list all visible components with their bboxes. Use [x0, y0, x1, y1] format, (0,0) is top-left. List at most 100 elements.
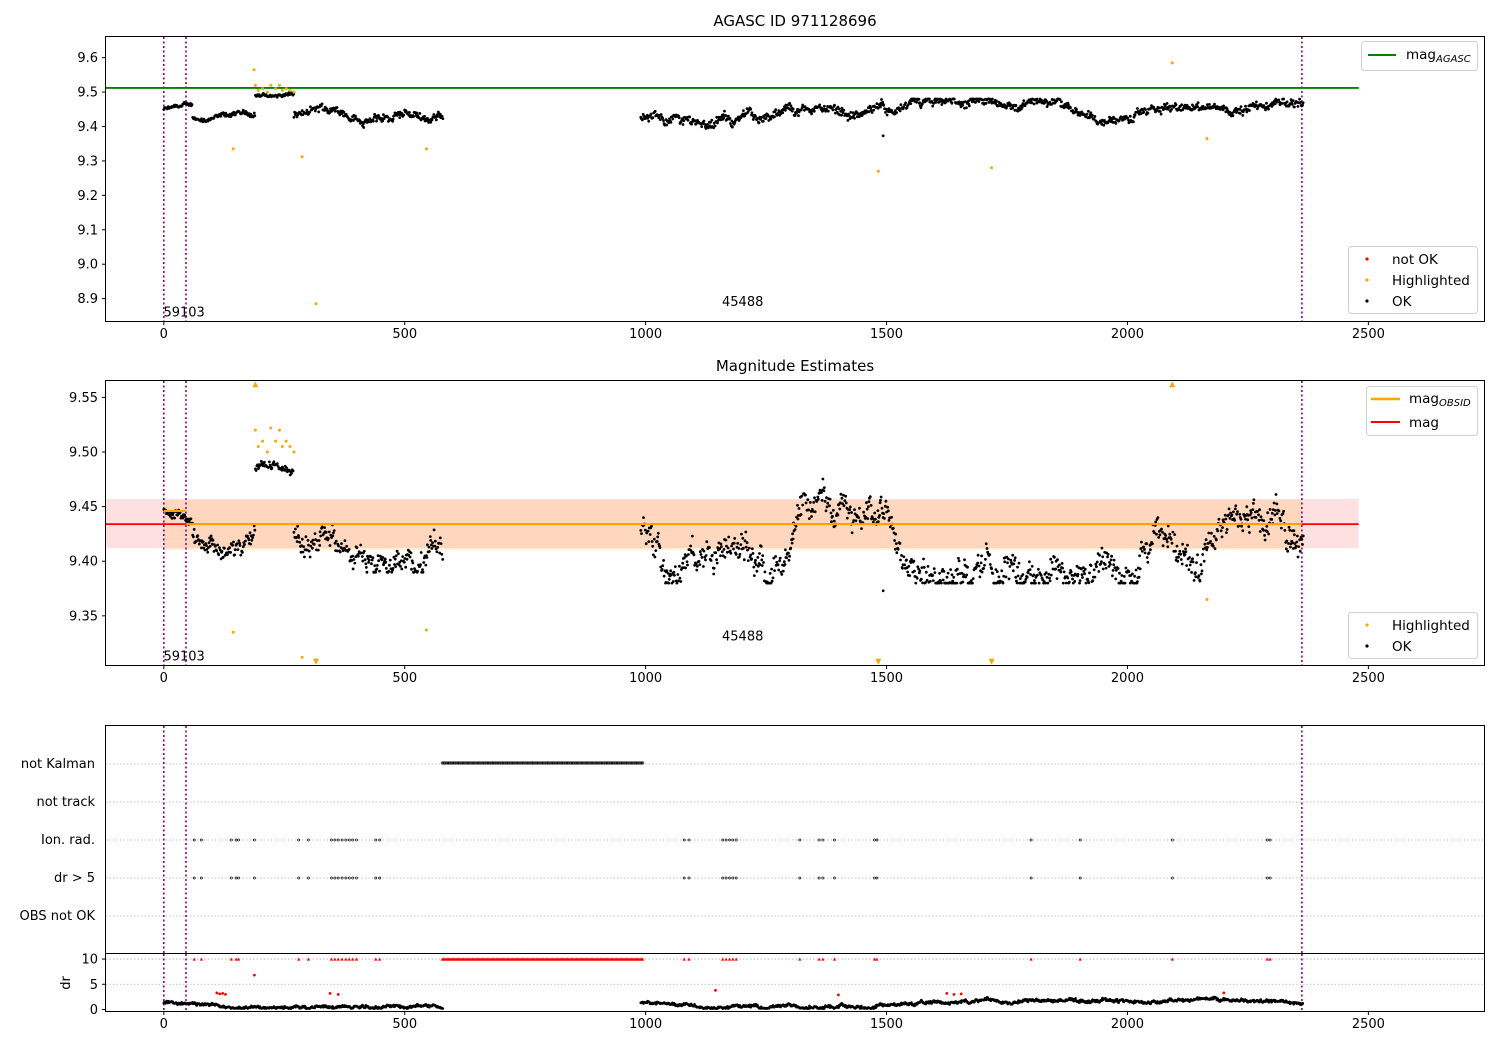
flags-axes-frame [105, 725, 1485, 954]
highlighted-point [252, 68, 256, 72]
ok-point [642, 516, 645, 519]
ok-point [884, 111, 887, 114]
ok-point [1176, 559, 1180, 563]
ok-point [937, 581, 941, 585]
ok-point [682, 119, 686, 122]
y-tick-label: 9.4 [77, 120, 98, 135]
ok-point [325, 107, 329, 111]
ok-point [1003, 560, 1007, 564]
ok-point [1301, 543, 1304, 546]
dr-red-point [215, 991, 219, 995]
ok-point [1000, 569, 1004, 573]
ok-point [777, 568, 781, 572]
ok-point [734, 553, 738, 556]
ion-rad-marker [336, 838, 340, 842]
ok-point [1085, 112, 1089, 116]
ok-point [990, 567, 993, 571]
ok-point [404, 565, 408, 569]
ok-point [1079, 567, 1083, 571]
ok-point [754, 115, 757, 118]
ok-point [757, 121, 761, 125]
ok-point [891, 526, 895, 530]
ok-point [876, 520, 880, 524]
ok-point [429, 539, 433, 542]
ok-point [841, 111, 845, 114]
dr-gt-5-marker [355, 876, 358, 880]
ok-point [1157, 536, 1161, 539]
ok-point [1216, 529, 1220, 533]
highlighted-point [277, 428, 281, 432]
flag-label-dr-gt-5: dr > 5 [54, 871, 95, 886]
ok-point [171, 511, 175, 515]
ok-point [773, 569, 776, 572]
ok-point [1093, 575, 1097, 579]
ok-point [926, 565, 930, 568]
dr-gt-5-marker [344, 876, 348, 880]
ok-point [1103, 563, 1107, 566]
ok-point [1277, 509, 1281, 513]
ok-point [689, 549, 693, 552]
ok-point [704, 127, 708, 130]
legend-ok-label: OK [1392, 294, 1413, 310]
ok-point [843, 499, 847, 502]
ok-point [656, 535, 660, 539]
ok-point [712, 572, 716, 576]
ok-point [1101, 567, 1105, 571]
ok-point [1137, 575, 1141, 579]
ok-point [1293, 105, 1296, 109]
ok-point [718, 547, 722, 551]
ok-point [756, 556, 760, 559]
ok-point [907, 564, 911, 568]
ok-point [1013, 556, 1017, 560]
ion-rad-marker [344, 838, 348, 842]
ok-point [384, 560, 388, 564]
ok-point [787, 551, 790, 555]
ok-point [267, 466, 270, 469]
ok-point [808, 501, 812, 504]
ok-point [1004, 575, 1008, 579]
highlighted-point [261, 87, 265, 91]
ok-point [1250, 516, 1254, 520]
ok-point [1053, 555, 1056, 559]
ok-point [1145, 556, 1149, 559]
ok-point [750, 557, 754, 561]
highlighted-point [288, 88, 292, 92]
ok-point [918, 569, 922, 573]
ok-point [821, 477, 825, 481]
ok-point [672, 570, 676, 574]
ok-point [318, 544, 322, 547]
ok-point [722, 116, 726, 120]
ok-point [429, 120, 433, 124]
ok-point [716, 121, 719, 125]
ok-point [1301, 534, 1305, 538]
ok-point [758, 552, 761, 555]
ok-point [208, 536, 212, 540]
ok-point [669, 120, 673, 124]
ok-point [1239, 105, 1243, 108]
ok-point [310, 540, 313, 544]
ok-point [820, 491, 823, 494]
ok-point [1089, 564, 1093, 567]
ok-point [643, 528, 647, 532]
ok-point [408, 555, 412, 559]
ok-point [421, 568, 424, 571]
ok-point [755, 569, 759, 573]
ok-point [684, 566, 687, 570]
ok-point [901, 566, 904, 570]
ok-point [895, 551, 899, 555]
ok-point [1232, 510, 1235, 514]
ok-point [219, 114, 223, 118]
ok-point [424, 563, 428, 567]
ok-point [793, 528, 797, 531]
ok-point [194, 539, 198, 543]
ok-point [997, 575, 1001, 579]
ok-point [971, 577, 975, 580]
ok-point [1241, 529, 1245, 533]
ok-point [763, 570, 767, 574]
ok-point [1048, 579, 1052, 583]
ok-point [659, 113, 663, 116]
ok-point [658, 546, 662, 549]
ok-point [778, 556, 782, 560]
ok-point [368, 117, 372, 120]
ok-point [683, 556, 686, 560]
